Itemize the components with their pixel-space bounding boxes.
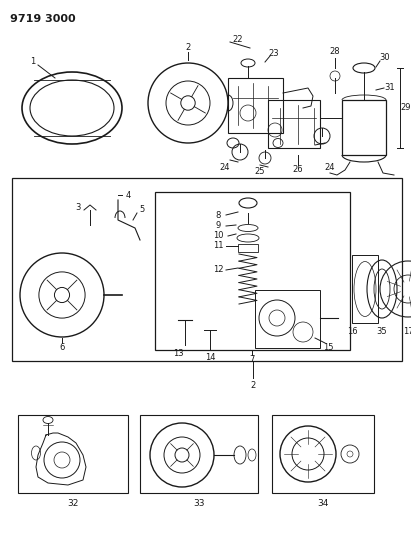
Text: 14: 14: [205, 353, 215, 362]
Text: 31: 31: [385, 84, 395, 93]
Text: 4: 4: [125, 191, 131, 200]
Text: 2: 2: [185, 44, 191, 52]
Text: 11: 11: [213, 241, 223, 251]
Bar: [155, 192, 350, 350]
Text: 28: 28: [330, 47, 340, 56]
Text: 1: 1: [30, 58, 36, 67]
Text: 24: 24: [325, 164, 335, 173]
Bar: [18, 415, 128, 493]
Bar: [255, 290, 320, 348]
Text: 22: 22: [233, 35, 243, 44]
Text: 33: 33: [193, 498, 205, 507]
Text: 35: 35: [377, 327, 387, 336]
Text: 8: 8: [215, 211, 221, 220]
Text: 13: 13: [173, 349, 183, 358]
Text: 24: 24: [220, 164, 230, 173]
Bar: [228, 78, 283, 133]
Text: 26: 26: [293, 166, 303, 174]
Text: 34: 34: [317, 498, 329, 507]
Text: 25: 25: [255, 167, 265, 176]
Text: 9719 3000: 9719 3000: [10, 14, 76, 24]
Text: 6: 6: [59, 343, 65, 352]
Text: 23: 23: [269, 49, 279, 58]
Text: 30: 30: [380, 53, 390, 62]
Text: 9: 9: [215, 222, 221, 230]
Text: 32: 32: [67, 498, 79, 507]
Bar: [12, 178, 402, 361]
Text: 12: 12: [213, 265, 223, 274]
Text: 10: 10: [213, 231, 223, 240]
Text: 15: 15: [323, 343, 333, 352]
Text: 7: 7: [249, 356, 255, 365]
Bar: [140, 415, 258, 493]
Bar: [342, 100, 386, 155]
Bar: [268, 100, 320, 148]
Bar: [352, 255, 378, 323]
Text: 29: 29: [401, 103, 411, 112]
Text: 17: 17: [403, 327, 411, 336]
Bar: [272, 415, 374, 493]
Bar: [238, 244, 258, 252]
Text: 16: 16: [347, 327, 357, 336]
Text: 3: 3: [75, 203, 81, 212]
Text: 2: 2: [250, 381, 256, 390]
Text: 5: 5: [139, 206, 145, 214]
